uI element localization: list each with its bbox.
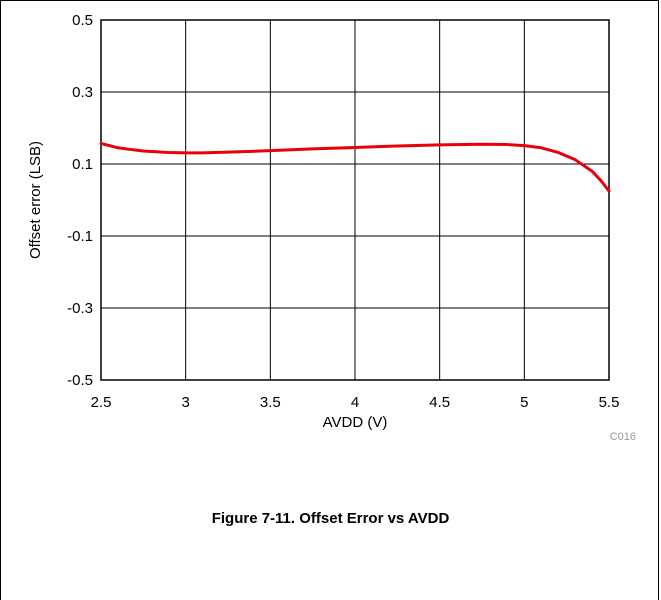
y-tick-label: -0.1 bbox=[67, 228, 93, 245]
x-tick-labels: 2.5 3 3.5 4 4.5 5 5.5 bbox=[91, 394, 620, 411]
x-tick-label: 2.5 bbox=[91, 394, 112, 411]
y-tick-label: 0.3 bbox=[72, 84, 93, 101]
x-tick-label: 3.5 bbox=[260, 394, 281, 411]
grid-lines bbox=[100, 19, 610, 381]
y-tick-label: 0.5 bbox=[72, 12, 93, 29]
y-tick-labels: 0.5 0.3 0.1 -0.1 -0.3 -0.5 bbox=[67, 12, 93, 389]
offset-error-chart: 2.5 3 3.5 4 4.5 5 5.5 0.5 0.3 0.1 -0.1 -0.3 -0.5 AV… bbox=[27, 12, 636, 443]
series-group bbox=[99, 141, 611, 193]
figure-caption: Figure 7-11. Offset Error vs AVDD bbox=[211, 510, 450, 527]
x-axis-label: AVDD (V) bbox=[323, 414, 388, 431]
y-axis-label: Offset error (LSB) bbox=[27, 141, 44, 259]
y-tick-label: -0.3 bbox=[67, 300, 93, 317]
y-tick-label: 0.1 bbox=[72, 156, 93, 173]
y-tick-label: -0.5 bbox=[67, 372, 93, 389]
x-tick-label: 4.5 bbox=[429, 394, 450, 411]
x-tick-label: 5.5 bbox=[599, 394, 620, 411]
x-tick-label: 5 bbox=[520, 394, 528, 411]
x-tick-label: 3 bbox=[181, 394, 189, 411]
plot-area bbox=[100, 19, 610, 381]
x-tick-label: 4 bbox=[351, 394, 359, 411]
series-line bbox=[99, 141, 611, 193]
figure-code: C016 bbox=[610, 431, 636, 443]
